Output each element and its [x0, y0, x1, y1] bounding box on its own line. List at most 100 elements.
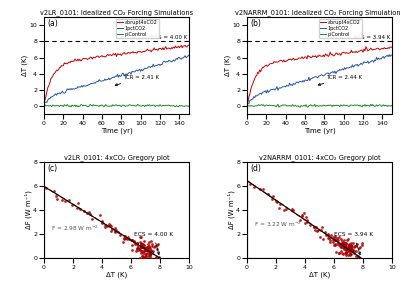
Point — [140, 239, 147, 243]
Point — [350, 249, 357, 253]
Point — [256, 186, 263, 191]
Point — [121, 236, 127, 241]
Text: (b): (b) — [250, 19, 261, 28]
Text: F = 2.98 W m$^{-2}$: F = 2.98 W m$^{-2}$ — [51, 223, 99, 233]
Point — [138, 241, 145, 246]
Point — [128, 238, 134, 243]
Point — [348, 241, 354, 246]
Point — [343, 248, 349, 253]
Point — [148, 247, 154, 252]
Point — [148, 251, 154, 256]
Point — [341, 245, 348, 250]
Point — [350, 248, 356, 253]
Title: v2NARRM_0101: Idealized CO₂ Forcing Simulations: v2NARRM_0101: Idealized CO₂ Forcing Simu… — [235, 10, 400, 16]
Point — [339, 238, 345, 243]
Point — [154, 242, 160, 247]
Point — [354, 242, 360, 246]
Point — [343, 247, 350, 252]
Point — [297, 217, 303, 222]
Point — [135, 246, 141, 250]
abrupt4xCO2 — [293, 58, 298, 61]
1pctCO2 — [100, 79, 104, 83]
piControl — [246, 104, 250, 107]
Point — [346, 245, 352, 250]
Point — [290, 208, 296, 213]
Point — [150, 249, 156, 253]
Point — [283, 206, 290, 211]
Line: abrupt4xCO2: abrupt4xCO2 — [248, 47, 392, 102]
1pctCO2 — [321, 74, 326, 78]
Point — [343, 246, 349, 251]
Point — [146, 244, 152, 249]
Point — [104, 224, 110, 229]
Point — [112, 229, 118, 234]
piControl — [91, 103, 96, 106]
Point — [352, 244, 358, 248]
Point — [139, 249, 145, 253]
Point — [322, 232, 329, 237]
Point — [334, 238, 340, 243]
Point — [146, 245, 152, 249]
Point — [306, 223, 313, 228]
abrupt4xCO2 — [186, 44, 192, 47]
Point — [120, 240, 126, 244]
Point — [136, 247, 143, 251]
Point — [108, 224, 114, 228]
Point — [342, 244, 348, 249]
Point — [338, 244, 344, 249]
Point — [147, 253, 153, 258]
Point — [97, 213, 104, 218]
Point — [138, 240, 144, 245]
Point — [146, 251, 153, 255]
Point — [147, 253, 154, 257]
Point — [134, 247, 141, 252]
Point — [149, 250, 155, 255]
1pctCO2 — [42, 101, 47, 105]
Point — [125, 237, 132, 241]
Point — [116, 233, 123, 238]
Line: 1pctCO2: 1pctCO2 — [248, 55, 392, 104]
Point — [114, 230, 121, 234]
piControl — [276, 103, 280, 106]
Point — [156, 255, 162, 260]
Point — [136, 240, 143, 244]
X-axis label: ΔT (K): ΔT (K) — [106, 271, 127, 278]
Point — [76, 207, 83, 212]
piControl — [164, 104, 168, 107]
piControl — [144, 104, 149, 108]
Text: ECS = 3.94 K: ECS = 3.94 K — [354, 35, 390, 40]
Point — [131, 239, 137, 244]
Point — [311, 224, 317, 229]
Point — [149, 244, 156, 248]
Point — [334, 236, 340, 240]
Point — [139, 242, 146, 246]
Point — [87, 212, 93, 216]
1pctCO2 — [345, 66, 350, 70]
Point — [303, 214, 310, 219]
Point — [66, 197, 73, 202]
Point — [340, 247, 347, 252]
Point — [142, 246, 148, 251]
Point — [134, 246, 141, 251]
Point — [142, 248, 148, 253]
Text: TCR = 2.41 K: TCR = 2.41 K — [115, 75, 159, 86]
abrupt4xCO2 — [142, 50, 147, 53]
abrupt4xCO2 — [90, 57, 95, 61]
Point — [349, 248, 356, 253]
Point — [138, 245, 145, 249]
Point — [345, 245, 351, 250]
Line: piControl: piControl — [45, 104, 189, 107]
Point — [346, 242, 352, 246]
Point — [340, 252, 346, 257]
Point — [345, 247, 351, 252]
Point — [316, 235, 323, 239]
Point — [99, 220, 106, 224]
Point — [341, 244, 347, 249]
Point — [122, 235, 128, 240]
Point — [330, 239, 336, 244]
Point — [343, 241, 350, 246]
Title: v2LR_0101: 4xCO₂ Gregory plot: v2LR_0101: 4xCO₂ Gregory plot — [64, 154, 169, 161]
Point — [137, 246, 144, 251]
Point — [348, 244, 355, 249]
Point — [107, 222, 113, 227]
